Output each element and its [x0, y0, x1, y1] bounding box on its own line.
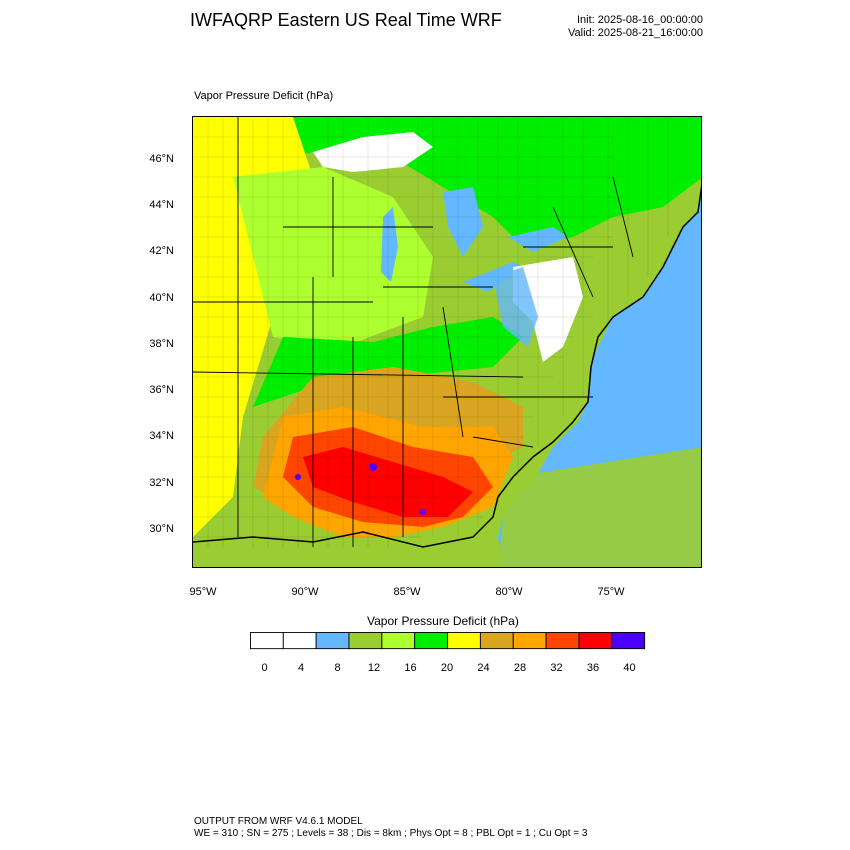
colorbar-swatch: [348, 632, 383, 650]
lat-label: 42°N: [149, 245, 174, 257]
lake-michigan: [381, 207, 398, 282]
colorbar-swatch: [381, 632, 416, 650]
colorbar-swatch: [611, 632, 646, 650]
gulf-region: [193, 532, 492, 567]
lat-label: 40°N: [149, 292, 174, 304]
lake-ontario: [508, 227, 568, 252]
lat-label: 38°N: [149, 338, 174, 350]
colorbar-tick-label: 16: [404, 662, 417, 674]
lon-label: 90°W: [291, 586, 319, 598]
colorbar-tick-label: 0: [261, 662, 268, 674]
lon-label: 95°W: [189, 586, 217, 598]
colorbar-tick-label: 24: [477, 662, 490, 674]
colorbar-title: Vapor Pressure Deficit (hPa): [367, 614, 519, 628]
lat-label: 36°N: [149, 384, 174, 396]
lon-label: 75°W: [597, 586, 625, 598]
lat-label: 34°N: [149, 430, 174, 442]
lat-label: 32°N: [149, 477, 174, 489]
lat-label: 30°N: [149, 523, 174, 535]
colorbar-tick-label: 36: [586, 662, 600, 674]
colorbar-tick-label: 8: [334, 662, 341, 674]
plot-title: Vapor Pressure Deficit (hPa): [194, 90, 334, 102]
coastline: [193, 185, 701, 548]
vpd-map: [192, 116, 702, 568]
colorbar-swatch: [447, 632, 481, 650]
lon-label: 80°W: [495, 586, 523, 598]
colorbar-tick-label: 20: [440, 662, 454, 674]
colorbar-swatch: [315, 632, 350, 650]
lon-label: 85°W: [393, 586, 421, 598]
lake-superior: [313, 132, 433, 172]
vpd-max-spot: [420, 509, 426, 515]
colorbar-tick-label: 32: [550, 662, 563, 674]
colorbar-tick-label: 40: [623, 662, 636, 674]
colorbar-swatch: [250, 632, 284, 650]
lat-label: 46°N: [149, 153, 174, 165]
county-mesh: [193, 117, 669, 547]
vpd-max-spot: [369, 463, 377, 471]
valid-time: Valid: 2025-08-21_16:00:00: [568, 27, 703, 39]
main-title: IWFAQRP Eastern US Real Time WRF: [190, 10, 502, 30]
colorbar-tick-label: 28: [513, 662, 527, 674]
lake-huron: [443, 187, 483, 257]
colorbar-tick-label: 12: [367, 662, 381, 674]
lat-label: 44°N: [149, 199, 174, 211]
colorbar-swatch: [282, 632, 317, 650]
colorbar-swatch: [414, 632, 448, 650]
state-boundaries: [193, 117, 634, 547]
vpd-max-spot: [295, 474, 301, 480]
colorbar-swatch: [479, 632, 514, 650]
offshore-low-vpd: [498, 447, 701, 567]
colorbar-tick-label: 4: [297, 662, 305, 674]
southern-red-core: [303, 447, 473, 517]
model-config-line: WE = 310 ; SN = 275 ; Levels = 38 ; Dis …: [194, 828, 588, 839]
init-time: Init: 2025-08-16_00:00:00: [577, 14, 703, 26]
colorbar: [250, 632, 646, 650]
appalachian-low-vpd: [513, 257, 583, 362]
map-canvas: [193, 117, 701, 567]
model-output-line: OUTPUT FROM WRF V4.6.1 MODEL: [194, 816, 363, 827]
appalachian-blue: [493, 267, 538, 347]
colorbar-swatch: [578, 632, 613, 650]
colorbar-swatch: [545, 632, 580, 650]
colorbar-swatch: [512, 632, 547, 650]
